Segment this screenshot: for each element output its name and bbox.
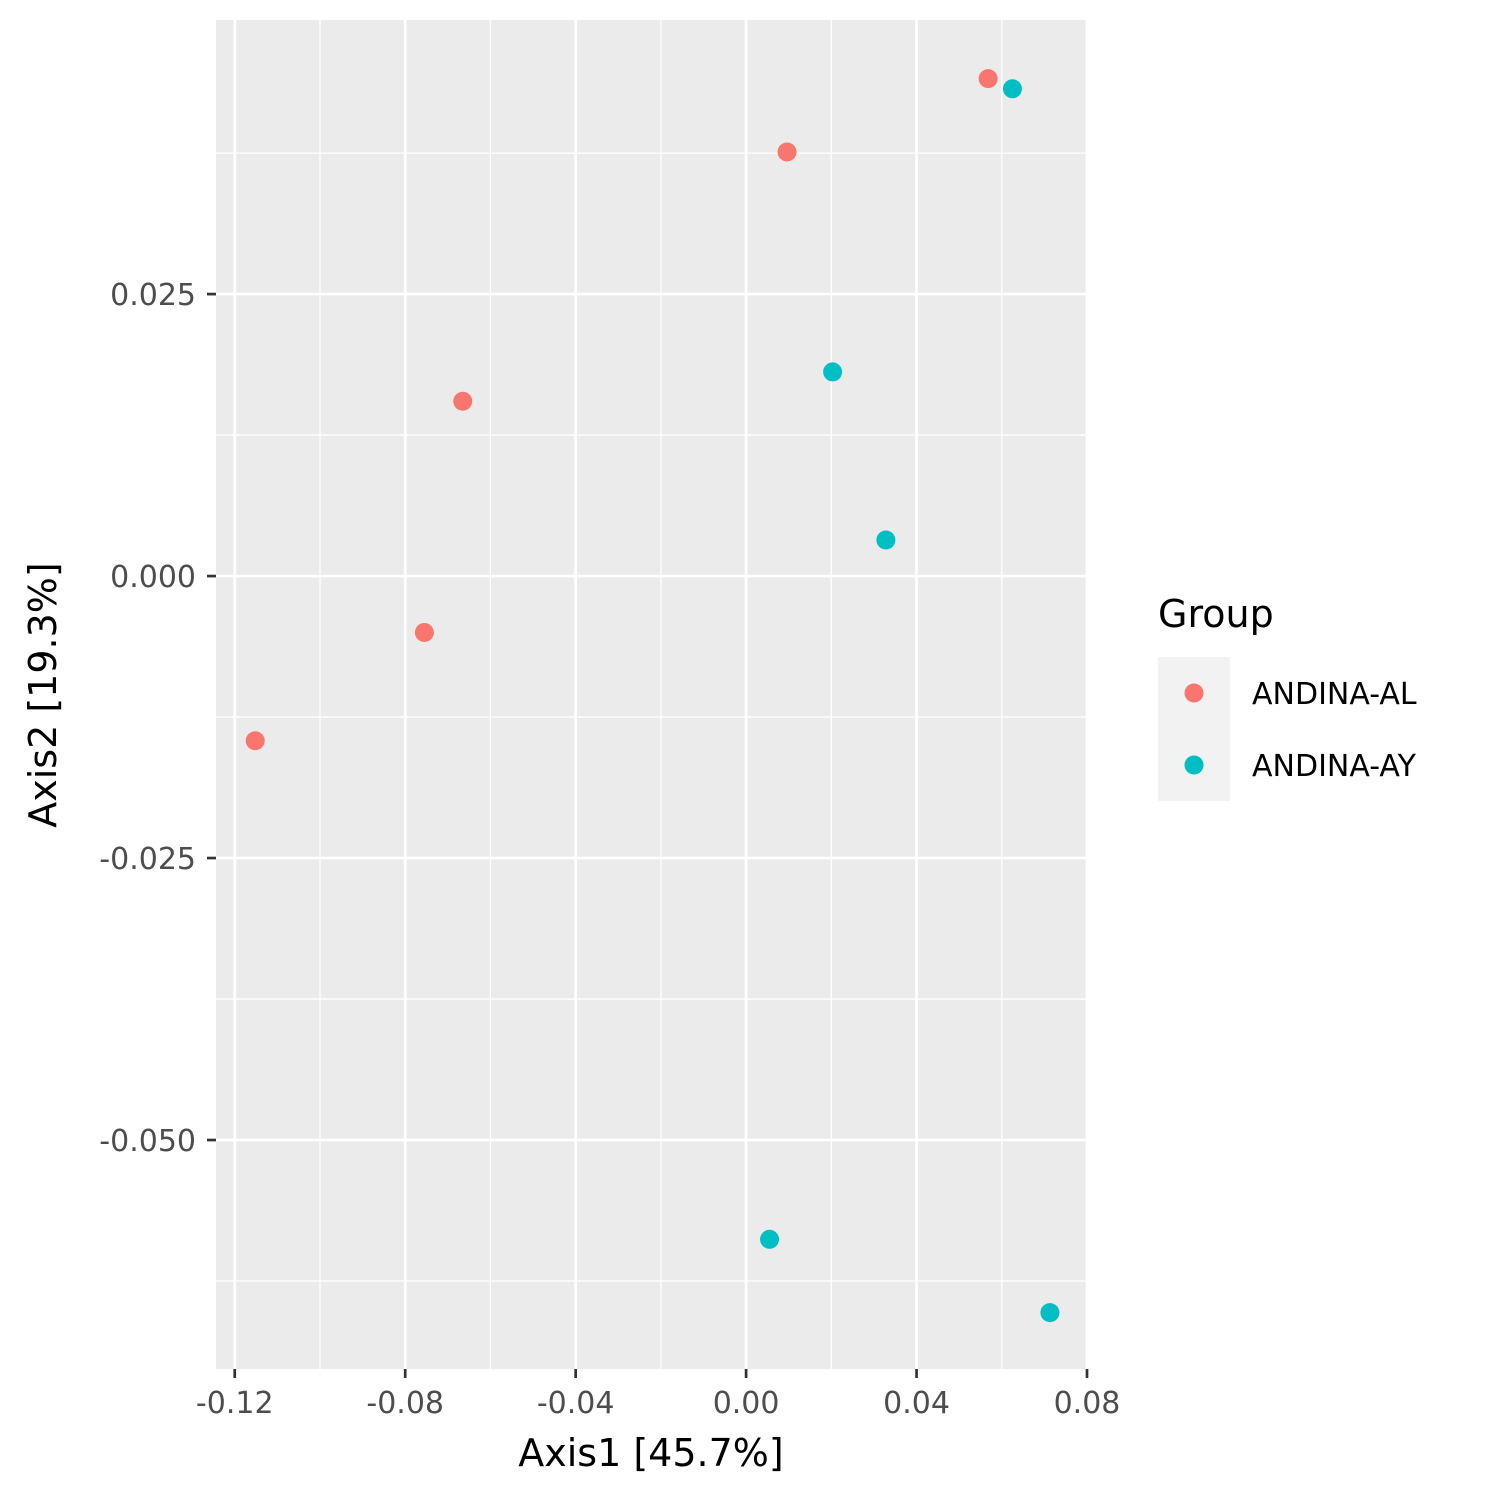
legend-title: Group [1158, 592, 1274, 636]
y-axis-title: Axis2 [19.3%] [21, 562, 65, 827]
grid-minor [216, 20, 1087, 1369]
point-andina-ay-0 [1002, 79, 1022, 99]
point-andina-al-0 [978, 69, 998, 89]
point-andina-al-3 [414, 622, 434, 642]
x-tick-label-1: -0.08 [366, 1386, 444, 1421]
point-andina-ay-4 [1040, 1303, 1060, 1323]
plot-panel [216, 20, 1087, 1369]
y-tick-label-2: -0.025 [99, 842, 196, 877]
legend-key-andina-ay [1184, 755, 1204, 775]
legend: Group ANDINA-AL ANDINA-AY [1158, 592, 1417, 801]
x-tick-label-3: 0.00 [713, 1386, 780, 1421]
x-axis-title: Axis1 [45.7%] [518, 1431, 783, 1475]
x-tick-label-0: -0.12 [196, 1386, 274, 1421]
x-tick-label-2: -0.04 [537, 1386, 615, 1421]
legend-key-andina-al [1184, 683, 1204, 703]
point-andina-ay-3 [760, 1229, 780, 1249]
x-tick-label-4: 0.04 [883, 1386, 950, 1421]
legend-label-andina-ay: ANDINA-AY [1252, 749, 1417, 784]
point-andina-ay-1 [823, 362, 843, 382]
grid-major [216, 20, 1089, 1369]
y-tick-label-1: 0.000 [110, 560, 196, 595]
legend-label-andina-al: ANDINA-AL [1252, 677, 1417, 712]
x-tick-label-5: 0.08 [1054, 1386, 1121, 1421]
point-andina-ay-2 [876, 530, 896, 550]
y-tick-label-0: 0.025 [110, 278, 196, 313]
point-andina-al-2 [453, 391, 473, 411]
point-andina-al-1 [777, 142, 797, 162]
y-axis: 0.025 0.000 -0.025 -0.050 [99, 278, 216, 1159]
x-axis: -0.12 -0.08 -0.04 0.00 0.04 0.08 [196, 1369, 1120, 1421]
y-tick-label-3: -0.050 [99, 1124, 196, 1159]
data-points [245, 69, 1060, 1323]
point-andina-al-4 [245, 731, 265, 751]
